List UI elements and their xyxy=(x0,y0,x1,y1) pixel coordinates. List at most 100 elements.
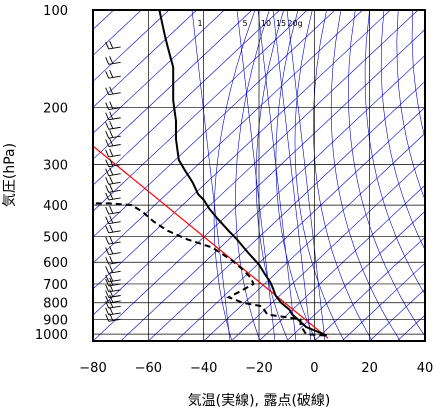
wind-barb-flag xyxy=(109,313,114,321)
x-tick-labels: −80 −60 −40 −20 0 20 40 xyxy=(79,361,433,376)
wind-barb xyxy=(105,235,121,245)
mixing-ratio-line xyxy=(236,10,276,341)
wind-barb-staff xyxy=(108,221,121,225)
wind-barb-flag xyxy=(109,86,114,94)
parcel-path-layer xyxy=(93,145,329,339)
wind-barb-staff xyxy=(108,230,121,234)
wind-barb xyxy=(105,256,121,265)
isotherm-line xyxy=(341,262,425,341)
wind-barb-flag xyxy=(105,290,110,298)
temperature-line xyxy=(158,10,328,337)
wind-barb-staff xyxy=(108,197,121,201)
wind-barb-flag xyxy=(105,216,110,224)
wind-barb-staff xyxy=(108,241,121,245)
dry-adiabat-line xyxy=(213,10,256,341)
wind-barb-staff xyxy=(108,270,121,274)
series-layer xyxy=(93,10,328,337)
wind-barb-flag xyxy=(105,274,110,283)
x-axis-title: 気温(実線), 露点(破線) xyxy=(188,393,331,409)
isotherm-line xyxy=(286,210,425,341)
isotherm-line xyxy=(93,10,170,82)
mixing-ratio-label: 15 xyxy=(276,19,286,28)
wind-barb-flag xyxy=(109,184,114,192)
isotherm-line xyxy=(258,184,425,341)
wind-barb-staff xyxy=(108,252,121,255)
dry-adiabat-line xyxy=(330,10,401,341)
wind-barb-flag xyxy=(105,41,110,50)
wind-barb-flag xyxy=(109,224,114,232)
isotherm-line xyxy=(93,10,225,134)
wind-barb-flag xyxy=(109,111,114,119)
isotherm-line xyxy=(93,10,336,238)
wind-barb-staff xyxy=(108,261,121,265)
mixing-ratio-line xyxy=(272,10,312,341)
wind-barb-flag xyxy=(105,266,110,274)
y-tick-label: 900 xyxy=(43,313,68,328)
isotherm-line xyxy=(93,10,419,316)
wind-barb xyxy=(105,101,121,111)
wind-barb-staff xyxy=(108,126,121,130)
wind-barb xyxy=(105,306,121,316)
dry-adiabat-line xyxy=(348,10,425,337)
wind-barb-flag xyxy=(109,215,114,223)
wind-barb-flag xyxy=(105,225,110,233)
wind-barb-flag xyxy=(109,148,114,157)
wind-barb-staff xyxy=(108,61,121,65)
isotherm-line xyxy=(314,236,425,341)
dry-adiabat-line xyxy=(380,10,425,251)
isotherm-line xyxy=(120,54,425,341)
wind-barb-flag xyxy=(109,294,114,303)
isotherm-line xyxy=(148,80,425,341)
wind-barb xyxy=(105,300,121,309)
wind-barb-staff xyxy=(108,117,121,121)
y-tick-label: 400 xyxy=(43,199,68,214)
y-tick-label: 300 xyxy=(43,159,68,174)
plot-frame xyxy=(92,9,426,342)
mixing-ratio-line xyxy=(257,10,297,341)
wind-barb-flag xyxy=(105,149,110,158)
x-tick-label: −40 xyxy=(190,361,217,376)
wind-barb-staff xyxy=(108,107,121,111)
wind-barb xyxy=(105,158,121,168)
wind-barb xyxy=(105,111,121,121)
wind-barb xyxy=(105,273,121,283)
wind-barb xyxy=(105,224,121,234)
wind-barb-flag xyxy=(109,129,114,138)
wind-barb-flag xyxy=(105,177,110,185)
x-tick-label: 20 xyxy=(361,361,378,376)
y-tick-label: 200 xyxy=(43,102,68,117)
wind-barb-flag xyxy=(109,277,114,286)
wind-barb-flag xyxy=(105,168,110,176)
x-tick-label: −20 xyxy=(245,361,272,376)
wind-barb-flag xyxy=(109,40,114,49)
dry-adiabat-line xyxy=(411,10,425,140)
wind-barb xyxy=(105,205,121,215)
wind-barb xyxy=(105,69,121,79)
wind-barb-staff xyxy=(108,173,121,177)
wind-barb-flag xyxy=(109,191,114,200)
wind-barb-flag xyxy=(109,306,114,315)
wind-barb-flag xyxy=(105,314,110,322)
isotherm-line xyxy=(424,340,425,341)
y-tick-label: 600 xyxy=(43,256,68,271)
wind-barb-flag xyxy=(109,265,114,273)
y-tick-label: 800 xyxy=(43,297,68,312)
mixing-ratio-labels: 1 5 10 15 20g xyxy=(197,19,302,28)
wind-barb-flag xyxy=(109,158,114,166)
wind-barb xyxy=(105,265,121,274)
parcel-path-line xyxy=(93,145,329,339)
wind-barb xyxy=(105,40,121,50)
wind-barb-flag xyxy=(105,122,110,130)
y-tick-label: 700 xyxy=(43,278,68,293)
wind-barb-flag xyxy=(109,256,114,264)
y-tick-label: 100 xyxy=(43,4,68,19)
wind-barb-staff xyxy=(108,305,121,309)
dry-adiabat-line xyxy=(364,10,425,296)
wind-barb-staff xyxy=(108,189,121,193)
isotherm-line xyxy=(93,10,280,186)
wind-barb-flag xyxy=(109,138,114,146)
wind-barb xyxy=(105,313,121,322)
dry-adiabat-line xyxy=(427,10,435,341)
